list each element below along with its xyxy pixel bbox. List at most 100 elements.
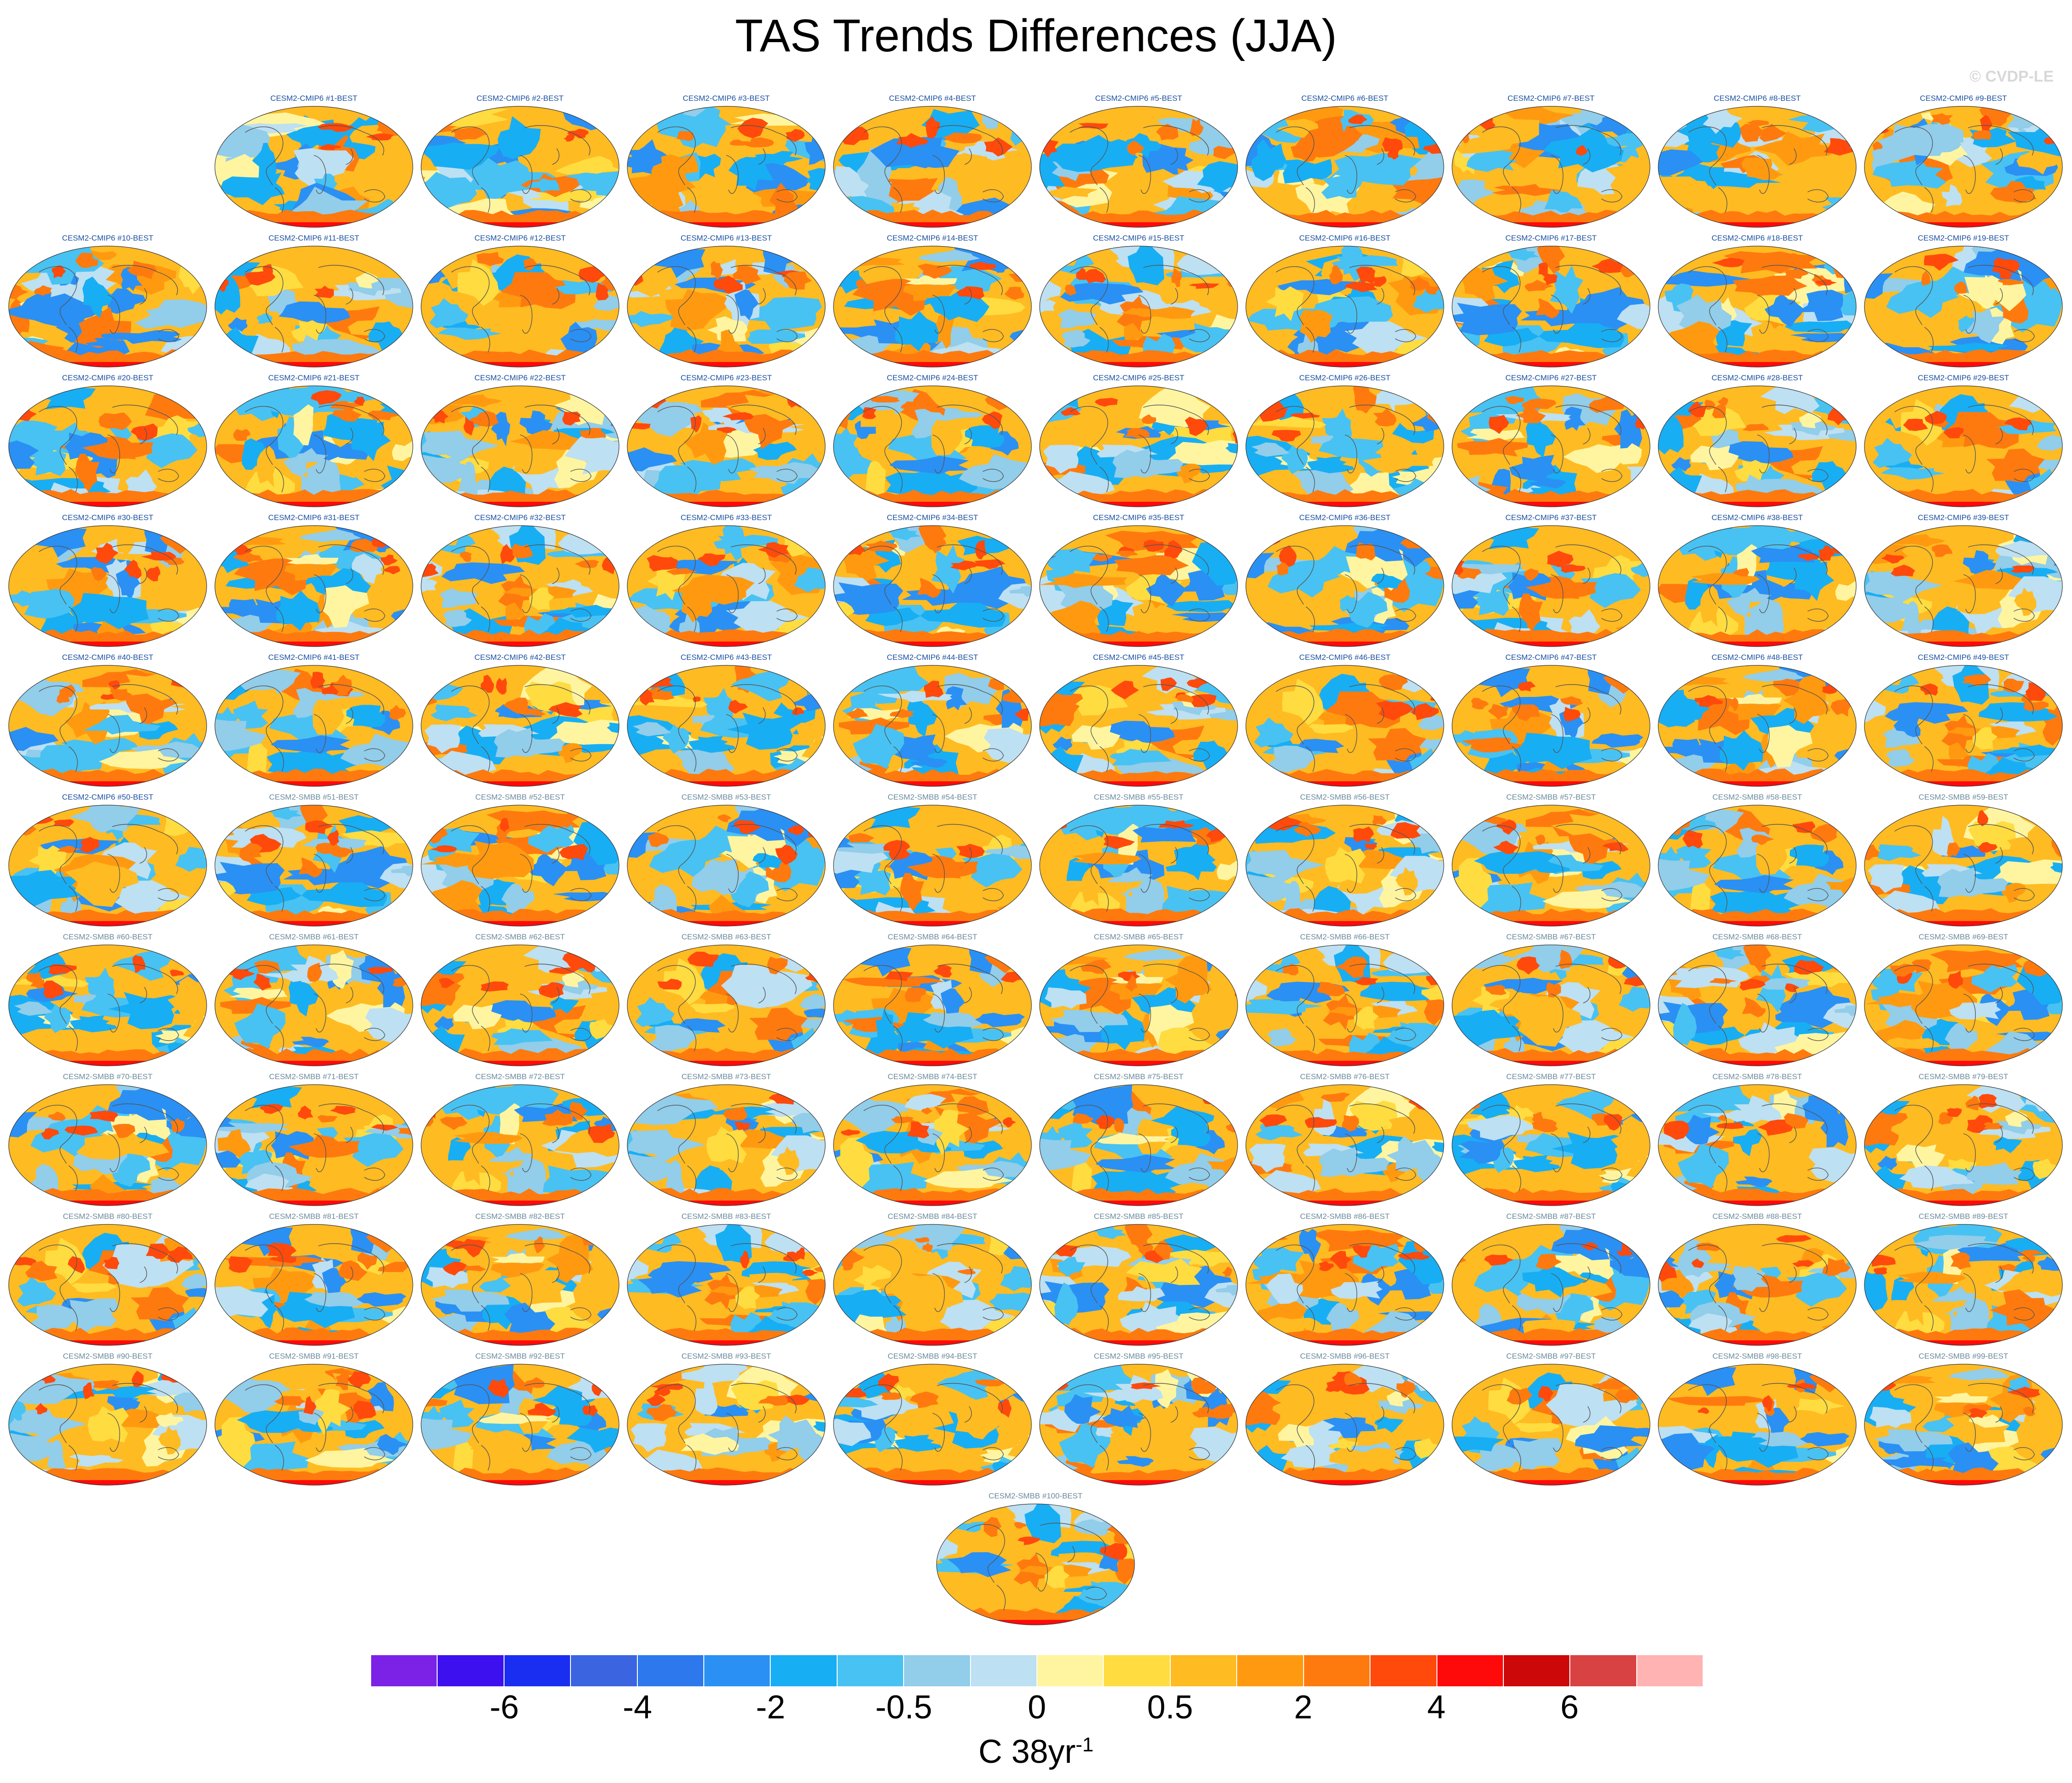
- map-panel-label: CESM2-SMBB #86-BEST: [1300, 1212, 1390, 1221]
- map-panel: CESM2-CMIP6 #47-BEST: [1450, 653, 1652, 790]
- map-panel: CESM2-CMIP6 #6-BEST: [1244, 94, 1446, 231]
- robinson-map: [627, 944, 826, 1066]
- map-panel: CESM2-SMBB #54-BEST: [832, 793, 1033, 930]
- robinson-map: [1452, 1224, 1650, 1346]
- map-panel-label: CESM2-SMBB #70-BEST: [63, 1072, 153, 1081]
- map-panel: CESM2-SMBB #100-BEST: [935, 1492, 1136, 1629]
- map-panel: CESM2-CMIP6 #8-BEST: [1656, 94, 1858, 231]
- robinson-map: [421, 1364, 619, 1486]
- map-panel-label: CESM2-SMBB #65-BEST: [1094, 933, 1184, 941]
- map-panel-label: CESM2-CMIP6 #39-BEST: [1918, 513, 2009, 522]
- robinson-map: [627, 1224, 826, 1346]
- robinson-map: [833, 385, 1032, 507]
- robinson-map: [1864, 106, 2063, 228]
- robinson-map: [1452, 385, 1650, 507]
- colorbar-tick: -6: [489, 1689, 519, 1726]
- robinson-map: [833, 944, 1032, 1066]
- colorbar-box: [837, 1655, 904, 1686]
- robinson-map: [1658, 1364, 1857, 1486]
- map-panel: CESM2-CMIP6 #9-BEST: [1863, 94, 2064, 231]
- map-panel-label: CESM2-CMIP6 #50-BEST: [62, 793, 153, 801]
- map-panel: CESM2-SMBB #90-BEST: [7, 1352, 208, 1489]
- robinson-map: [627, 1364, 826, 1486]
- map-panel-label: CESM2-SMBB #57-BEST: [1506, 793, 1596, 801]
- map-panel-label: CESM2-SMBB #97-BEST: [1506, 1352, 1596, 1361]
- robinson-map: [8, 944, 207, 1066]
- colorbar-box: [1637, 1655, 1703, 1686]
- colorbar-box: [1104, 1655, 1171, 1686]
- map-panel: CESM2-CMIP6 #31-BEST: [213, 513, 415, 651]
- map-panel-label: CESM2-SMBB #72-BEST: [475, 1072, 565, 1081]
- map-panel-label: CESM2-SMBB #53-BEST: [681, 793, 771, 801]
- map-panel: CESM2-CMIP6 #17-BEST: [1450, 234, 1652, 371]
- map-panel: CESM2-CMIP6 #34-BEST: [832, 513, 1033, 651]
- map-panel-label: CESM2-SMBB #93-BEST: [681, 1352, 771, 1361]
- map-panel: CESM2-CMIP6 #43-BEST: [625, 653, 827, 790]
- colorbar-box: [571, 1655, 638, 1686]
- map-panel: CESM2-CMIP6 #25-BEST: [1038, 373, 1239, 511]
- robinson-map: [1245, 106, 1444, 228]
- robinson-map: [8, 246, 207, 368]
- map-panel-label: CESM2-SMBB #96-BEST: [1300, 1352, 1390, 1361]
- map-panel: CESM2-SMBB #62-BEST: [419, 933, 621, 1070]
- robinson-map: [1452, 944, 1650, 1066]
- map-panel-label: CESM2-SMBB #71-BEST: [269, 1072, 359, 1081]
- map-panel-label: CESM2-SMBB #55-BEST: [1094, 793, 1184, 801]
- map-panel: CESM2-SMBB #64-BEST: [832, 933, 1033, 1070]
- robinson-map: [214, 385, 413, 507]
- map-panel: CESM2-SMBB #72-BEST: [419, 1072, 621, 1210]
- robinson-map: [421, 944, 619, 1066]
- map-panel: CESM2-SMBB #92-BEST: [419, 1352, 621, 1489]
- robinson-map: [1864, 1084, 2063, 1206]
- map-panel-label: CESM2-SMBB #75-BEST: [1094, 1072, 1184, 1081]
- map-panel: CESM2-SMBB #53-BEST: [625, 793, 827, 930]
- robinson-map: [1039, 1364, 1238, 1486]
- colorbar-tick: 6: [1560, 1689, 1579, 1726]
- robinson-map: [214, 1364, 413, 1486]
- robinson-map: [1452, 1084, 1650, 1206]
- map-panel: CESM2-CMIP6 #10-BEST: [7, 234, 208, 371]
- map-panel: CESM2-SMBB #89-BEST: [1863, 1212, 2064, 1350]
- map-panel-label: CESM2-CMIP6 #29-BEST: [1918, 373, 2009, 382]
- robinson-map: [421, 1084, 619, 1206]
- map-panel: CESM2-SMBB #63-BEST: [625, 933, 827, 1070]
- map-panel-label: CESM2-SMBB #60-BEST: [63, 933, 153, 941]
- map-panel: CESM2-SMBB #66-BEST: [1244, 933, 1446, 1070]
- map-panel: CESM2-CMIP6 #50-BEST: [7, 793, 208, 930]
- robinson-map: [833, 1084, 1032, 1206]
- robinson-map: [1864, 1364, 2063, 1486]
- robinson-map: [8, 805, 207, 927]
- map-panel: CESM2-CMIP6 #46-BEST: [1244, 653, 1446, 790]
- robinson-map: [1039, 944, 1238, 1066]
- robinson-map: [1864, 805, 2063, 927]
- robinson-map: [1864, 665, 2063, 787]
- map-panel-label: CESM2-SMBB #63-BEST: [681, 933, 771, 941]
- robinson-map: [421, 106, 619, 228]
- map-panel: CESM2-SMBB #78-BEST: [1656, 1072, 1858, 1210]
- robinson-map: [627, 1084, 826, 1206]
- robinson-map: [1864, 944, 2063, 1066]
- map-panel: CESM2-SMBB #93-BEST: [625, 1352, 827, 1489]
- map-panel-label: CESM2-CMIP6 #31-BEST: [268, 513, 360, 522]
- map-panel-label: CESM2-SMBB #83-BEST: [681, 1212, 771, 1221]
- robinson-map: [1452, 1364, 1650, 1486]
- map-panel: CESM2-CMIP6 #49-BEST: [1863, 653, 2064, 790]
- map-panel-label: CESM2-CMIP6 #1-BEST: [270, 94, 357, 103]
- robinson-map: [1658, 944, 1857, 1066]
- map-panel-label: CESM2-CMIP6 #32-BEST: [474, 513, 566, 522]
- robinson-map: [1039, 665, 1238, 787]
- watermark: © CVDP-LE: [1969, 68, 2054, 85]
- map-panel-label: CESM2-CMIP6 #22-BEST: [474, 373, 566, 382]
- map-panel: CESM2-SMBB #87-BEST: [1450, 1212, 1652, 1350]
- robinson-map: [1245, 805, 1444, 927]
- map-panel-label: CESM2-SMBB #74-BEST: [888, 1072, 977, 1081]
- map-panel: CESM2-SMBB #88-BEST: [1656, 1212, 1858, 1350]
- map-panel: CESM2-SMBB #65-BEST: [1038, 933, 1239, 1070]
- map-panel-label: CESM2-CMIP6 #6-BEST: [1301, 94, 1388, 103]
- colorbar-box: [970, 1655, 1038, 1686]
- map-panel: CESM2-CMIP6 #29-BEST: [1863, 373, 2064, 511]
- robinson-map: [421, 665, 619, 787]
- map-panel: CESM2-SMBB #52-BEST: [419, 793, 621, 930]
- colorbar-box: [504, 1655, 571, 1686]
- robinson-map: [214, 805, 413, 927]
